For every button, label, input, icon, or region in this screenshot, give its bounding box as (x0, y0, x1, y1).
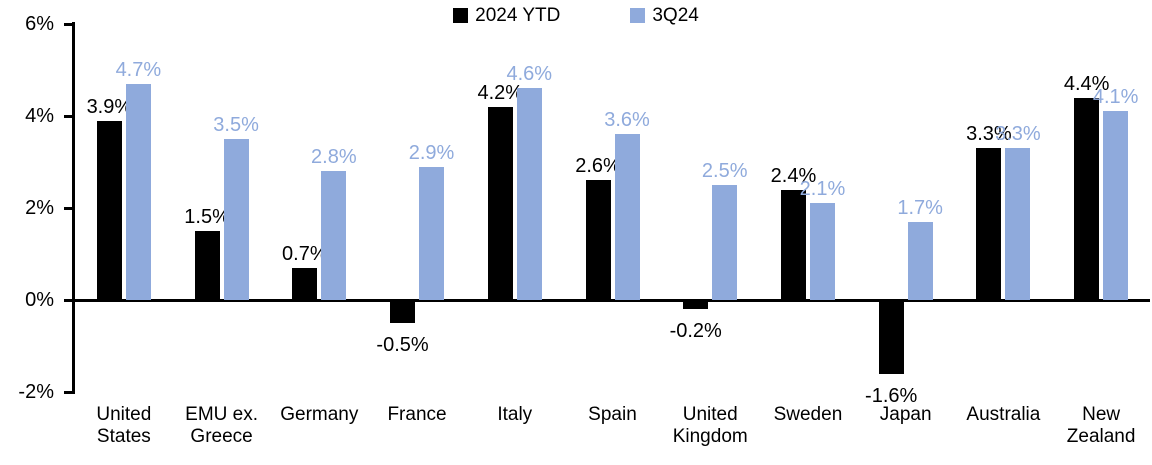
bar-3q24 (321, 171, 347, 300)
category-label-line: France (387, 404, 447, 425)
category-label-line: Zealand (1066, 426, 1136, 447)
bar-2024-ytd (487, 106, 513, 300)
y-axis-tick-mark (64, 206, 75, 210)
bar-3q24 (712, 185, 738, 300)
data-label: 4.1% (1092, 86, 1139, 109)
y-axis-tick-label: -2% (18, 381, 54, 403)
legend-item: 3Q24 (630, 5, 699, 26)
bar-2024-ytd (585, 180, 611, 300)
bar-2024-ytd (780, 189, 806, 300)
data-label: -1.6% (865, 384, 918, 407)
category-label-line: Sweden (773, 404, 843, 425)
legend: 2024 YTD 3Q24 (0, 6, 1152, 25)
bar-3q24 (125, 83, 151, 300)
y-axis-tick-label: 4% (25, 105, 54, 127)
y-axis-tick-mark (64, 298, 75, 302)
data-label: 2.8% (311, 146, 357, 169)
bar-2024-ytd (1074, 97, 1100, 300)
bar-2024-ytd (976, 148, 1002, 300)
legend-label: 3Q24 (652, 5, 699, 26)
bar-2024-ytd (390, 300, 416, 323)
category-label: Australia (955, 404, 1053, 426)
category-label: New Zealand (1052, 404, 1150, 448)
data-label: -0.5% (376, 334, 429, 356)
bar-3q24 (809, 203, 835, 300)
data-label: 0.7% (282, 242, 328, 265)
category-label-line: Japan (879, 404, 932, 425)
data-label: 1.5% (184, 206, 230, 228)
category-label-line: United (96, 404, 152, 425)
category-label-line: Spain (588, 404, 637, 425)
data-label: 3.3% (995, 123, 1041, 146)
bar-3q24 (516, 88, 542, 300)
category-label-line: Kingdom (672, 426, 748, 447)
category-label: Germany (270, 404, 368, 426)
bar-2024-ytd (194, 231, 220, 300)
category-label-line: EMU ex. (185, 404, 258, 425)
y-axis-tick-mark (64, 22, 75, 26)
category-label-line: New (1082, 404, 1121, 425)
data-label: 2.1% (799, 178, 846, 201)
category-label-line: Australia (966, 404, 1041, 425)
category-label: United States (75, 404, 173, 448)
category-label-line: Greece (190, 426, 253, 447)
category-label: Spain (564, 404, 662, 426)
y-axis-tick-label: 2% (25, 197, 54, 219)
data-label: 3.9% (86, 95, 133, 118)
data-label: 1.7% (897, 196, 943, 219)
bar-2024-ytd (878, 300, 904, 374)
category-label: Japan (857, 404, 955, 426)
legend-swatch-icon (630, 8, 646, 23)
bar-3q24 (419, 166, 445, 300)
data-label: 2.6% (575, 155, 621, 178)
data-label: 2.4% (770, 164, 817, 187)
data-label: 3.5% (213, 114, 259, 136)
category-label: Sweden (759, 404, 857, 426)
x-axis-line (75, 298, 1150, 302)
legend-item: 2024 YTD (453, 6, 560, 25)
y-axis-tick-label: 0% (25, 289, 54, 311)
category-label-line: Germany (280, 404, 359, 425)
y-axis-tick-mark (64, 390, 75, 394)
category-label: France (368, 404, 466, 426)
data-label: 3.3% (966, 123, 1012, 146)
category-label: EMU ex. Greece (173, 404, 271, 448)
category-label-line: States (96, 426, 151, 447)
bar-3q24 (1103, 111, 1129, 300)
data-label: 4.2% (477, 81, 524, 104)
data-label: 2.9% (408, 141, 455, 164)
category-label: United Kingdom (661, 404, 759, 448)
data-label: 2.5% (701, 160, 748, 182)
bar-3q24 (223, 139, 249, 300)
bar-2024-ytd (292, 267, 318, 300)
bar-3q24 (614, 134, 640, 300)
data-label: 3.6% (604, 109, 650, 132)
data-label: 4.7% (115, 58, 162, 81)
bar-3q24 (1005, 148, 1031, 300)
bar-3q24 (907, 221, 933, 300)
category-label-line: Italy (497, 404, 533, 425)
legend-label: 2024 YTD (475, 5, 561, 26)
data-label: -0.2% (669, 320, 722, 343)
bar-2024-ytd (683, 300, 709, 310)
data-label: 4.6% (506, 63, 553, 86)
bar-2024-ytd (96, 120, 122, 300)
legend-swatch-icon (453, 8, 469, 23)
y-axis-tick-label: 6% (25, 13, 54, 35)
category-label: Italy (466, 404, 564, 426)
category-label-line: United (682, 404, 738, 425)
data-label: 4.4% (1063, 72, 1110, 95)
y-axis-tick-mark (64, 114, 75, 118)
